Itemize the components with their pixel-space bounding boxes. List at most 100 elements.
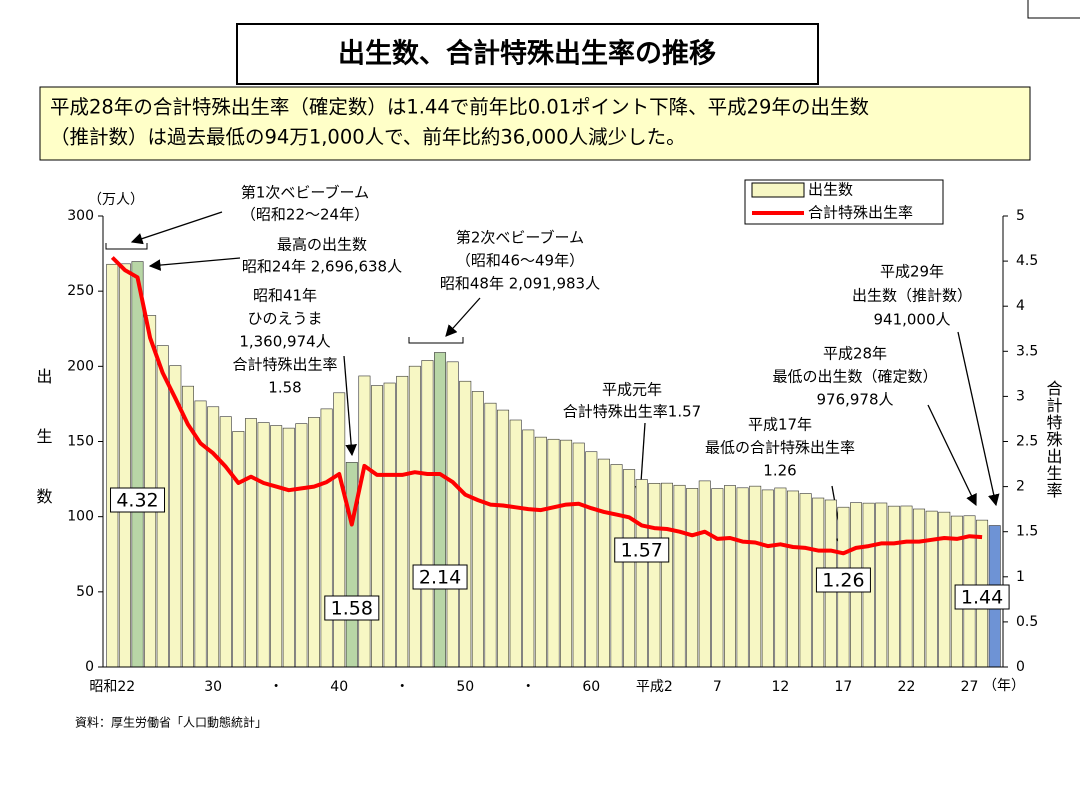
y-axis-label: 出生数 [34,368,53,548]
bar [913,508,926,668]
y2-axis-label: 合計特殊出生率 [1044,380,1063,499]
x-tick-label: 7 [713,679,722,695]
x-unit: （年） [983,678,1025,694]
y-tick-label: 50 [76,584,94,600]
bracket [105,243,148,250]
y2-tick-label: 2 [1016,479,1025,495]
bar [333,392,346,668]
annotation: 平成17年 [748,416,812,434]
annotation: 1.58 [268,379,301,397]
y2-tick-label: 0.5 [1016,614,1038,630]
x-tick-label: 17 [835,679,853,695]
annotation: 第2次ベビーブーム [456,229,584,247]
annotation: 941,000人 [873,311,950,329]
bar [308,417,320,668]
bar [207,406,220,668]
x-tick-label: 12 [771,679,789,695]
bar [358,375,371,668]
y2-tick-label: 1 [1016,569,1025,585]
annotation: 昭和41年 [253,287,317,305]
value-label-box [614,537,670,563]
value-label: 1.57 [621,540,663,562]
y-tick-label: 100 [67,509,94,525]
plot: 0 50 100 150 200 250 300 0 0.5 1 1.5 2 2.5 3 3.5 4 4.5 5 昭… [67,208,1038,695]
value-label: 1.44 [961,587,1003,609]
x-tick-label: 22 [898,679,916,695]
bar [371,385,383,668]
bar [648,482,661,668]
annotation: 1,360,974人 [239,333,330,351]
summary-line: 平成28年の合計特殊出生率（確定数）は1.44で前年比0.01ポイント下降、平成… [50,96,869,119]
bar [434,352,447,668]
bar [925,510,938,668]
y2-tick-label: 4 [1016,298,1025,314]
bar [295,423,308,668]
annotation: （昭和46～49年） [456,252,584,270]
x-tick-label: ・ [521,679,535,695]
bar [383,382,396,668]
bar [610,464,623,668]
annotation: 976,978人 [816,391,893,409]
x-tick-label: 27 [961,679,979,695]
annotation: 平成元年 [602,381,662,399]
y2-tick-label: 2.5 [1016,434,1038,450]
x-tick-label: 昭和22 [89,679,135,695]
legend-label: 合計特殊出生率 [808,204,913,222]
bar [799,493,812,668]
annotation: 最低の出生数（確定数） [772,368,937,386]
bar [118,263,131,668]
annotation: 第1次ベビーブーム [241,184,369,202]
value-label: 4.32 [116,490,158,512]
bar [572,442,585,668]
source: 資料：厚生労働省「人口動態統計」 [75,715,267,730]
y2-tick-label: 1.5 [1016,524,1038,540]
bar [875,502,888,668]
page-tag [1027,0,1080,19]
annotation: 出生数（推計数） [852,287,972,305]
bar [597,458,610,668]
x-tick-label: 50 [456,679,474,695]
bar [900,505,913,668]
bar [534,436,547,668]
bar [711,488,724,668]
bar [623,469,636,668]
bar [459,380,472,668]
y2-tick-label: 5 [1016,208,1025,224]
bar [396,375,409,668]
y2-tick-label: 3.5 [1016,343,1038,359]
line [110,256,983,556]
bar [446,361,459,668]
y2-tick-label: 3 [1016,388,1025,404]
y-tick-label: 250 [67,283,94,299]
bar [421,360,434,668]
x-tick-label: 40 [330,679,348,695]
x-tick-label: 30 [204,679,222,695]
bar [673,484,686,668]
y-tick-label: 0 [85,659,94,675]
annotation: 最低の合計特殊出生率 [705,439,855,457]
bar [938,511,951,668]
annotation: （昭和22～24年） [241,206,369,224]
y-tick-label: 150 [67,434,94,450]
bar [232,431,245,668]
bar [660,482,673,668]
y-tick-label: 200 [67,358,94,374]
bar [320,408,333,668]
title-box [236,23,819,85]
annotation: ひのえうま [247,310,322,328]
bar [585,451,598,668]
value-label-box [324,595,380,621]
value-label-box [110,487,166,513]
summary-line: （推計数）は過去最低の94万1,000人で、前年比約36,000人減少した。 [50,126,686,149]
y-tick-label: 300 [67,208,94,224]
bar [724,485,736,668]
bar [471,391,484,668]
annotation: 1.26 [763,462,796,480]
bar [887,505,900,668]
x-tick-label: ・ [395,679,409,695]
annotation: 最高の出生数 [277,236,367,254]
bar [698,480,711,668]
y2-tick-label: 0 [1016,659,1025,675]
